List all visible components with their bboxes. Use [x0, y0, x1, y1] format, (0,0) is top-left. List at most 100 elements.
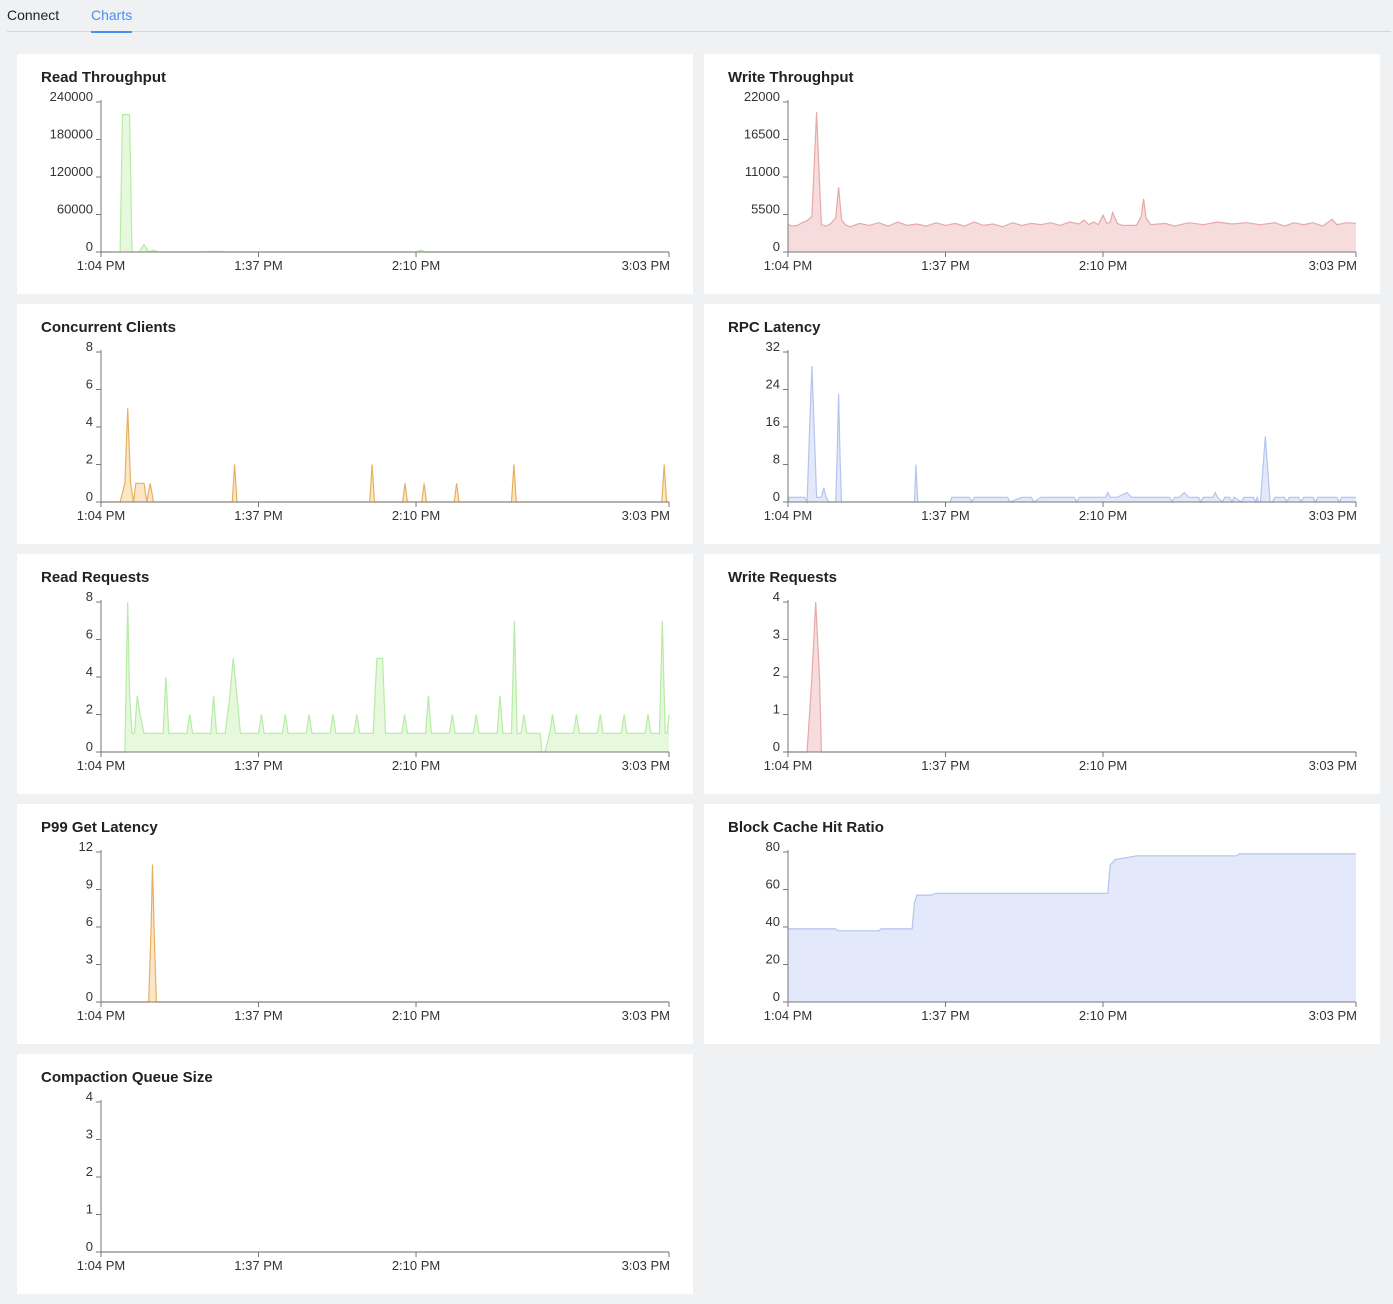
y-tick-label: 0	[86, 1239, 93, 1254]
y-tick-label: 22000	[744, 89, 780, 104]
series-line	[788, 601, 1356, 753]
x-tick-label: 1:04 PM	[77, 1008, 125, 1023]
x-tick-label: 1:37 PM	[921, 758, 969, 773]
x-tick-label: 1:37 PM	[234, 758, 282, 773]
y-tick-label: 0	[773, 239, 780, 254]
x-tick-label: 2:10 PM	[392, 508, 440, 523]
x-tick-label: 3:03 PM	[622, 258, 670, 273]
chart-card-concurrent-clients: Concurrent Clients 0 2 4 6 8 1:04 PM 1:37 PM 2:…	[17, 304, 693, 544]
write-throughput-chart: 0 5500 11000 16500 22000 1:04 PM 1:37 PM 2:10 P…	[744, 89, 1357, 273]
y-tick-label: 8	[86, 339, 93, 354]
x-tick-label: 1:04 PM	[764, 758, 812, 773]
y-tick-label: 8	[86, 589, 93, 604]
chart-card-compaction-queue-size: Compaction Queue Size 0 1 2 3 4 1:04 PM 1:37 P…	[17, 1054, 693, 1294]
rpc-latency-chart: 0 8 16 24 32 1:04 PM 1:37 PM 2:10 PM 3:03 PM	[764, 339, 1357, 523]
concurrent-clients-chart: 0 2 4 6 8 1:04 PM 1:37 PM 2:10 PM 3:03 PM	[77, 339, 670, 523]
y-tick-label: 3	[86, 1127, 93, 1142]
series-line	[101, 601, 670, 753]
y-tick-label: 1	[86, 1202, 93, 1217]
read-throughput-chart: 0 60000 120000 180000 240000 1:04 PM 1:37 PM 2:…	[50, 89, 670, 273]
x-tick-label: 1:37 PM	[921, 508, 969, 523]
y-tick-label: 2	[86, 452, 93, 467]
x-tick-label: 1:37 PM	[234, 508, 282, 523]
y-tick-label: 24	[766, 377, 780, 392]
y-tick-label: 0	[86, 989, 93, 1004]
chart-title: Write Requests	[728, 569, 837, 586]
chart-title: RPC Latency	[728, 319, 821, 336]
y-tick-label: 2	[86, 1164, 93, 1179]
y-tick-label: 9	[86, 877, 93, 892]
x-tick-label: 1:37 PM	[234, 1258, 282, 1273]
chart-title: Read Requests	[41, 569, 150, 586]
x-tick-label: 2:10 PM	[1079, 758, 1127, 773]
x-tick-label: 2:10 PM	[1079, 258, 1127, 273]
tab-charts[interactable]: Charts	[91, 7, 133, 33]
x-tick-label: 3:03 PM	[622, 508, 670, 523]
chart-title: Write Throughput	[728, 69, 854, 86]
x-tick-label: 3:03 PM	[1309, 258, 1357, 273]
chart-card-p99-get-latency: P99 Get Latency 0 3 6 9 12 1:04 PM 1:37 PM 2:10…	[17, 804, 693, 1044]
y-tick-label: 80	[766, 839, 780, 854]
series-line	[788, 853, 1356, 932]
y-tick-label: 60	[766, 877, 780, 892]
series-area	[788, 366, 1356, 502]
x-tick-label: 2:10 PM	[392, 758, 440, 773]
y-tick-label: 0	[773, 739, 780, 754]
series-line	[101, 113, 669, 253]
chart-title: Block Cache Hit Ratio	[728, 819, 884, 836]
series-area	[101, 114, 669, 252]
series-line	[101, 864, 669, 1003]
y-tick-label: 4	[86, 1089, 93, 1104]
tab-bar: Connect Charts	[7, 0, 1391, 33]
x-tick-label: 3:03 PM	[622, 1258, 670, 1273]
chart-card-block-cache-hit-ratio: Block Cache Hit Ratio 0 20 40 60 80 1:04 PM 1:…	[704, 804, 1380, 1044]
series-area	[788, 853, 1356, 1002]
series-area	[101, 408, 669, 502]
y-tick-label: 4	[86, 414, 93, 429]
y-tick-label: 0	[86, 239, 93, 254]
series-line	[787, 366, 1356, 505]
y-tick-label: 4	[773, 589, 780, 604]
series-area	[788, 602, 1356, 752]
x-tick-label: 1:04 PM	[77, 1258, 125, 1273]
y-tick-label: 3	[773, 627, 780, 642]
x-tick-label: 2:10 PM	[392, 1008, 440, 1023]
chart-card-read-requests: Read Requests 0 2 4 6 8 1:04 PM 1:37 PM 2:10 PM…	[17, 554, 693, 794]
x-tick-label: 3:03 PM	[622, 1008, 670, 1023]
x-tick-label: 2:10 PM	[392, 1258, 440, 1273]
chart-card-write-requests: Write Requests 0 1 2 3 4 1:04 PM 1:37 PM 2:10 P…	[704, 554, 1380, 794]
y-tick-label: 40	[766, 914, 780, 929]
tab-connect[interactable]: Connect	[7, 7, 60, 23]
chart-card-read-throughput: Read Throughput 0 60000 120000 180000 240000…	[17, 54, 693, 294]
write-requests-chart: 0 1 2 3 4 1:04 PM 1:37 PM 2:10 PM 3:03 PM	[764, 589, 1357, 773]
y-tick-label: 2	[773, 664, 780, 679]
x-tick-label: 1:04 PM	[764, 258, 812, 273]
y-tick-label: 120000	[50, 164, 93, 179]
x-tick-label: 3:03 PM	[1309, 508, 1357, 523]
series-line	[101, 408, 669, 503]
x-tick-label: 1:04 PM	[77, 508, 125, 523]
y-tick-label: 8	[773, 452, 780, 467]
x-tick-label: 1:37 PM	[921, 258, 969, 273]
y-tick-label: 6	[86, 377, 93, 392]
block-cache-hit-ratio-chart: 0 20 40 60 80 1:04 PM 1:37 PM 2:10 PM 3:03 PM	[764, 839, 1357, 1023]
x-tick-label: 1:37 PM	[921, 1008, 969, 1023]
y-tick-label: 60000	[57, 202, 93, 217]
y-tick-label: 16	[766, 414, 780, 429]
p99-get-latency-chart: 0 3 6 9 12 1:04 PM 1:37 PM 2:10 PM 3:03 PM	[77, 839, 670, 1023]
y-tick-label: 3	[86, 952, 93, 967]
series-line	[787, 112, 1357, 228]
chart-title: Concurrent Clients	[41, 319, 177, 336]
x-tick-label: 1:37 PM	[234, 1008, 282, 1023]
read-requests-chart: 0 2 4 6 8 1:04 PM 1:37 PM 2:10 PM 3:03 PM	[77, 589, 670, 773]
x-tick-label: 3:03 PM	[1309, 758, 1357, 773]
x-tick-label: 1:04 PM	[764, 508, 812, 523]
chart-title: P99 Get Latency	[41, 819, 158, 836]
y-tick-label: 11000	[745, 164, 780, 179]
y-tick-label: 32	[766, 339, 780, 354]
x-tick-label: 3:03 PM	[1309, 1008, 1357, 1023]
y-tick-label: 12	[79, 839, 93, 854]
y-tick-label: 5500	[751, 202, 780, 217]
series-area	[101, 864, 669, 1002]
x-tick-label: 2:10 PM	[392, 258, 440, 273]
